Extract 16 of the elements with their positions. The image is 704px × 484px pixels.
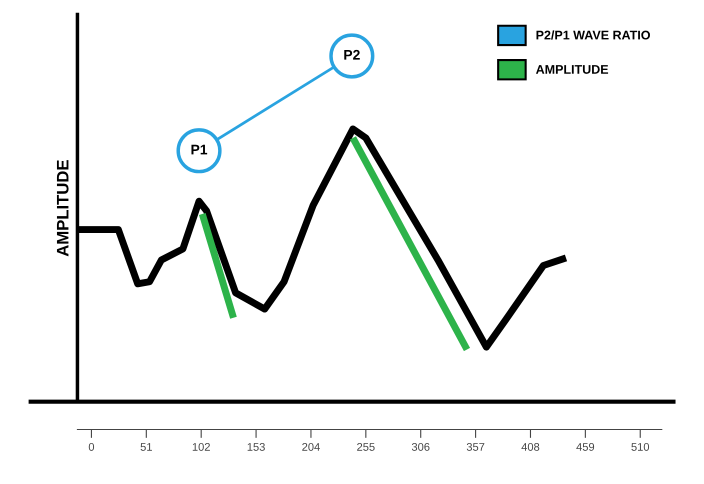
legend-label: P2/P1 WAVE RATIO — [536, 30, 650, 40]
x-tick-label: 204 — [302, 442, 320, 451]
annotation: P2 — [344, 50, 360, 60]
x-tick-label: 510 — [631, 442, 650, 451]
x-tick-label: 459 — [576, 442, 594, 451]
x-tick-label: 0 — [88, 442, 94, 451]
annotation: P1 — [191, 144, 208, 154]
x-tick-label: 306 — [412, 442, 430, 451]
legend-label: AMPLITUDE — [536, 65, 608, 74]
x-tick-label: 51 — [140, 443, 152, 451]
x-tick-label: 357 — [466, 442, 484, 451]
y-axis-title: AMPLITUDE — [56, 160, 69, 256]
x-tick-label: 102 — [192, 442, 210, 451]
x-tick-label: 408 — [521, 442, 540, 451]
x-tick-label: 153 — [248, 442, 265, 451]
x-tick-label: 255 — [357, 442, 375, 451]
